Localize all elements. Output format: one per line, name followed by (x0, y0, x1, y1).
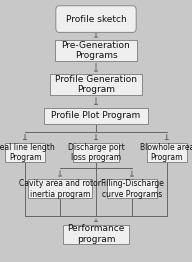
FancyBboxPatch shape (63, 225, 129, 244)
FancyBboxPatch shape (107, 179, 157, 198)
FancyBboxPatch shape (56, 6, 136, 32)
Text: Blowhole area
Program: Blowhole area Program (140, 143, 192, 162)
FancyBboxPatch shape (50, 74, 142, 95)
Text: Profile sketch: Profile sketch (66, 15, 126, 24)
FancyBboxPatch shape (5, 143, 45, 162)
Text: Profile Generation
Program: Profile Generation Program (55, 75, 137, 94)
Text: Cavity area and rotor
inertia program: Cavity area and rotor inertia program (19, 179, 101, 199)
FancyBboxPatch shape (147, 143, 187, 162)
FancyBboxPatch shape (55, 40, 137, 61)
Text: Profile Plot Program: Profile Plot Program (51, 111, 141, 121)
Text: Discharge port
loss program: Discharge port loss program (68, 143, 124, 162)
FancyBboxPatch shape (44, 108, 148, 124)
FancyBboxPatch shape (28, 179, 92, 198)
Text: Filling-Discharge
curve Programs: Filling-Discharge curve Programs (100, 179, 164, 199)
FancyBboxPatch shape (73, 143, 119, 162)
Text: Performance
program: Performance program (67, 225, 125, 244)
Text: Seal line length
Program: Seal line length Program (0, 143, 55, 162)
Text: Pre-Generation
Programs: Pre-Generation Programs (62, 41, 130, 60)
